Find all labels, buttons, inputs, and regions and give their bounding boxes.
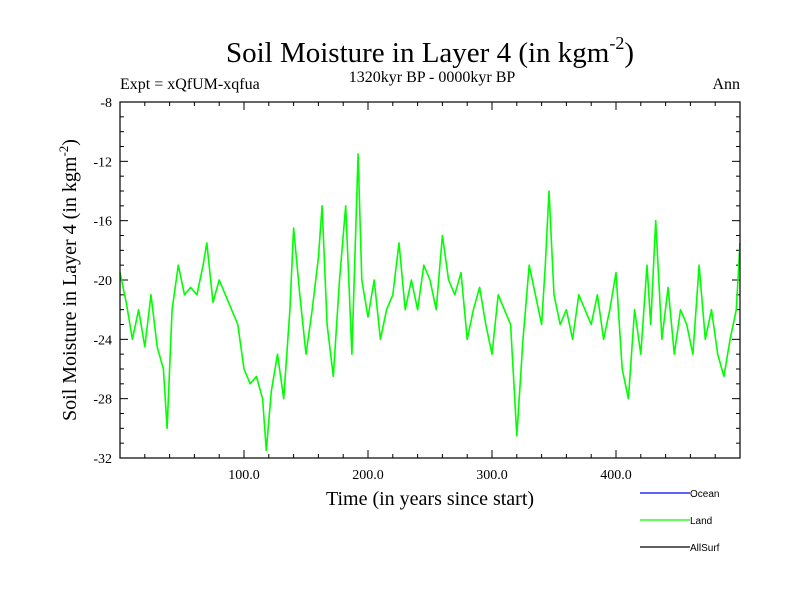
chart-title-close: ) <box>624 37 634 69</box>
y-axis-label: Soil Moisture in Layer 4 (in kgm-2) <box>56 139 81 421</box>
y-axis-label-sup: -2 <box>56 146 71 157</box>
x-tick-label: 300.0 <box>476 468 508 483</box>
y-axis-label-close: ) <box>59 139 81 146</box>
legend-label-allsurf: AllSurf <box>690 543 720 554</box>
chart-title-sup: -2 <box>609 33 624 53</box>
y-tick-label: -32 <box>93 452 112 467</box>
y-tick-label: -28 <box>93 393 112 408</box>
y-tick-label: -24 <box>93 333 112 348</box>
series-group <box>119 153 741 452</box>
x-tick-label: 100.0 <box>228 468 260 483</box>
chart-title: Soil Moisture in Layer 4 (in kgm-2) <box>226 33 634 69</box>
y-tick-label: -12 <box>93 155 112 170</box>
y-tick-label: -16 <box>93 215 112 230</box>
subtitle-left: Expt = xQfUM-xqfua <box>120 76 260 93</box>
x-tick-label: 400.0 <box>600 468 632 483</box>
x-tick-label: 200.0 <box>352 468 384 483</box>
subtitle-right: Ann <box>712 76 740 93</box>
legend: Ocean Land AllSurf <box>640 489 720 554</box>
legend-label-land: Land <box>690 516 712 527</box>
legend-label-ocean: Ocean <box>690 489 719 500</box>
y-tick-label: -20 <box>93 274 112 289</box>
y-tick-label: -8 <box>100 96 112 111</box>
subtitle-center: 1320kyr BP - 0000kyr BP <box>349 69 516 86</box>
series-line-land <box>119 153 741 452</box>
axis-ticks: -32 -28 -24 -20 -16 -12 -8 100.0 200.0 300.0 400.0 <box>93 96 740 483</box>
x-axis-label: Time (in years since start) <box>326 488 534 510</box>
plot-frame <box>119 101 741 459</box>
